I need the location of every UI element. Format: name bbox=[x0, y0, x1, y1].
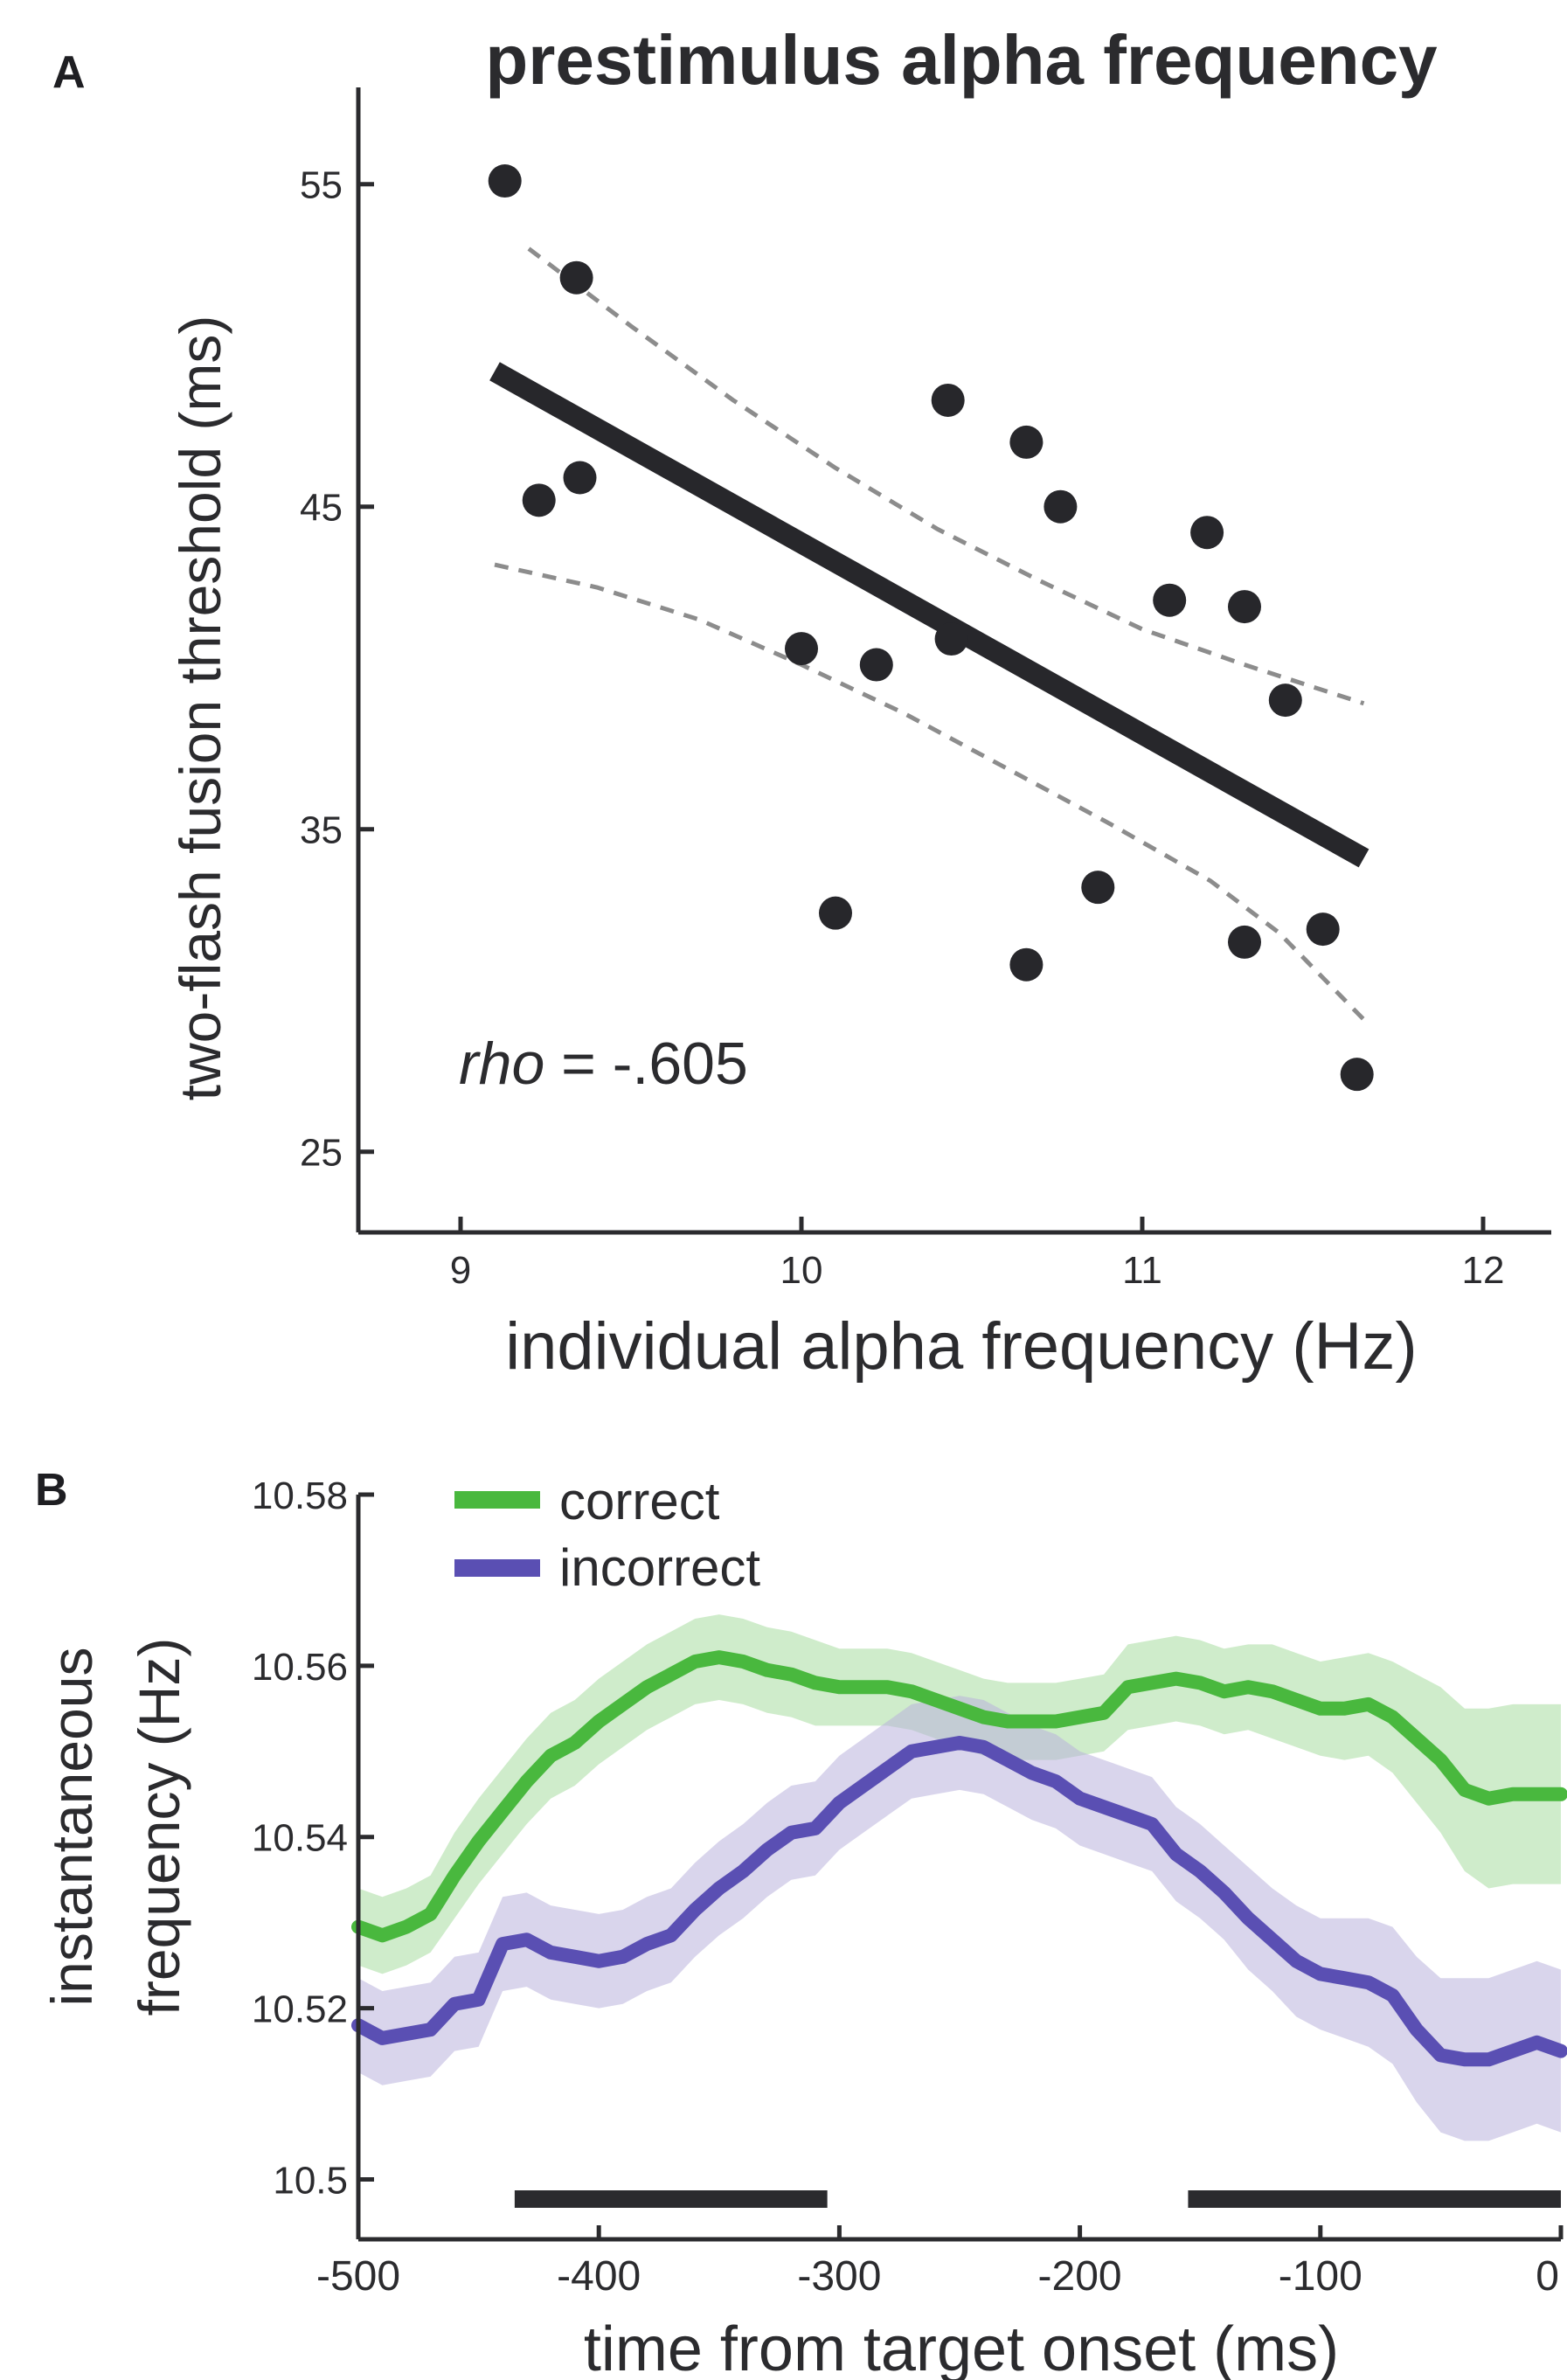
x-tick-label: 0 bbox=[1536, 2253, 1559, 2300]
data-point bbox=[819, 896, 852, 930]
error-bands bbox=[358, 1614, 1561, 2141]
data-point bbox=[559, 260, 593, 295]
panel-a-title: prestimulus alpha frequency bbox=[485, 21, 1438, 99]
data-point bbox=[785, 632, 818, 666]
panel-a-rho-annotation: rho = -.605 bbox=[459, 1030, 748, 1097]
y-tick-label: 10.58 bbox=[252, 1474, 348, 1517]
panel-b-timecourse: B instantaneous frequency (Hz) time from… bbox=[35, 1465, 1567, 2380]
data-point bbox=[563, 461, 597, 495]
data-point bbox=[1340, 1058, 1374, 1092]
legend-swatch-incorrect bbox=[454, 1559, 540, 1577]
data-point bbox=[522, 483, 556, 517]
significance-bars bbox=[514, 2190, 1561, 2208]
legend-label-correct: correct bbox=[559, 1472, 720, 1530]
data-point bbox=[1190, 516, 1224, 550]
regression-line bbox=[489, 362, 1369, 868]
data-point bbox=[1268, 683, 1302, 718]
panel-b-letter: B bbox=[35, 1465, 68, 1516]
significance-bar bbox=[514, 2190, 828, 2208]
regression-line-group bbox=[489, 362, 1369, 868]
y-tick-label: 55 bbox=[300, 164, 343, 207]
panel-a-letter: A bbox=[52, 47, 86, 98]
data-points bbox=[488, 164, 1374, 1092]
correct-series-line bbox=[351, 1650, 1567, 1943]
panel-b-ylabel-line-2: frequency (Hz) bbox=[127, 1638, 191, 2016]
data-point bbox=[488, 164, 522, 198]
x-tick-label: -200 bbox=[1038, 2253, 1122, 2300]
panel-a-ylabel: two-flash fusion threshold (ms) bbox=[168, 316, 232, 1101]
data-point bbox=[1009, 947, 1044, 982]
x-tick-label: 12 bbox=[1462, 1249, 1505, 1292]
y-tick-label: 10.56 bbox=[252, 1646, 348, 1689]
ci-upper-line bbox=[527, 246, 1365, 706]
legend-label-incorrect: incorrect bbox=[559, 1538, 760, 1597]
x-tick-label: 11 bbox=[1122, 1249, 1162, 1292]
x-tick-label: -500 bbox=[316, 2253, 400, 2300]
correct-error-band bbox=[358, 1614, 1561, 1974]
data-point bbox=[859, 648, 893, 682]
panel-b-ylabel-line-1: instantaneous bbox=[39, 1648, 104, 2007]
y-tick-label: 10.5 bbox=[273, 2159, 348, 2202]
data-point bbox=[1306, 912, 1340, 947]
x-tick-label: -100 bbox=[1279, 2253, 1362, 2300]
series-lines bbox=[351, 1650, 1567, 2067]
y-tick-label: 35 bbox=[300, 809, 343, 852]
y-tick-label: 10.52 bbox=[252, 1988, 348, 2031]
data-point bbox=[1228, 590, 1261, 624]
legend: correct incorrect bbox=[454, 1472, 760, 1597]
data-point bbox=[1153, 583, 1187, 617]
y-tick-label: 45 bbox=[300, 487, 343, 530]
x-tick-label: -400 bbox=[557, 2253, 641, 2300]
ci-lower-line bbox=[494, 562, 1366, 1022]
y-tick-label: 25 bbox=[300, 1132, 343, 1175]
x-tick-label: 9 bbox=[450, 1249, 471, 1292]
panel-b-xlabel: time from target onset (ms) bbox=[584, 2314, 1339, 2380]
data-point bbox=[1044, 489, 1078, 524]
x-tick-label: -300 bbox=[797, 2253, 881, 2300]
data-point bbox=[931, 383, 965, 417]
panel-a-scatter: A prestimulus alpha frequency two-flash … bbox=[52, 21, 1551, 1384]
y-tick-label: 10.54 bbox=[252, 1817, 348, 1860]
significance-bar bbox=[1188, 2190, 1561, 2208]
data-point bbox=[1228, 925, 1261, 959]
data-point bbox=[934, 622, 968, 656]
legend-swatch-correct bbox=[454, 1491, 540, 1509]
data-point bbox=[1009, 425, 1044, 459]
panel-b-axes: 10.5 10.52 10.54 10.56 10.58 -500 -400 -300 -200… bbox=[252, 1474, 1564, 2300]
rho-symbol: rho bbox=[459, 1030, 544, 1097]
panel-a-xlabel: individual alpha frequency (Hz) bbox=[505, 1309, 1417, 1384]
incorrect-error-band bbox=[358, 1696, 1561, 2141]
incorrect-series-line bbox=[351, 1736, 1567, 2067]
data-point bbox=[1081, 871, 1115, 905]
panel-a-axes: 25 35 45 55 9 10 11 12 bbox=[300, 87, 1551, 1292]
x-tick-label: 10 bbox=[780, 1249, 823, 1292]
confidence-interval-lines bbox=[494, 246, 1366, 1022]
rho-value: = -.605 bbox=[544, 1030, 748, 1097]
